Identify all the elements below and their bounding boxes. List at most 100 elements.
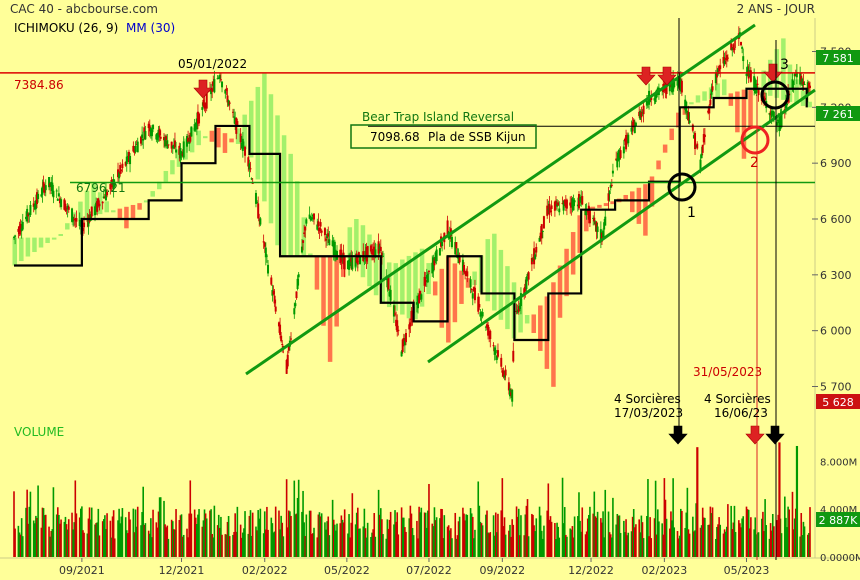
volume-bar [37,485,39,557]
candle-body [118,172,121,179]
volume-bar [405,531,407,557]
arrow-sorcieres-2 [765,425,785,445]
candle-body [219,79,222,81]
candle-body [571,198,574,208]
candle-body [809,85,811,89]
volume-bar [585,531,588,557]
candle-body [259,218,262,225]
cloud-slice [242,114,247,150]
volume-bar [450,528,452,557]
volume-bar [72,529,74,557]
volume-bar [454,512,457,557]
volume-bar [791,491,794,557]
volume-bar [794,508,797,557]
volume-bar [746,509,749,557]
volume-bar [52,487,55,557]
candle-body [51,182,54,195]
volume-bar [320,513,323,557]
candle-body [534,254,537,259]
volume-bar [244,511,246,557]
volume-bar [224,534,227,557]
volume-bar [503,517,506,557]
x-tick-label: 09/2022 [479,564,525,577]
candle-body [441,241,444,247]
y-tick-label: 6 300 [820,269,852,282]
candle-body [549,210,552,212]
volume-bar [86,533,89,557]
candle-body [188,141,191,144]
volume-bar [753,529,755,557]
volume-bar [418,506,420,557]
volume-bar [120,516,123,557]
volume-bar [478,505,481,557]
circle-2 [740,125,770,155]
cloud-slice [485,239,491,302]
volume-bar [785,517,787,557]
candle-body [473,287,476,301]
volume-bar [128,511,130,557]
candle-body [55,190,58,192]
cloud-slice [649,176,655,207]
volume-bar [272,532,275,557]
volume-bar [723,529,726,557]
candle-body [251,182,254,184]
x-tick-label: 12/2021 [159,564,205,577]
volume-bar [75,513,78,557]
candle-body [504,369,507,376]
candle-body [415,302,418,305]
cloud-slice [189,127,195,153]
volume-bar [474,529,476,557]
candle-body [211,88,214,92]
volume-bar [188,513,190,557]
volume-bar [280,515,282,557]
candle-body [234,117,237,125]
volume-bar [328,535,331,557]
channel-upper-line [245,23,756,376]
candle-body [763,96,766,100]
candle-body [512,350,515,362]
volume-bar [807,534,809,557]
cloud-slice [393,263,399,311]
candle-body [236,121,239,127]
volume-bar [288,510,290,557]
candle-body [147,123,150,129]
candle-body [654,95,657,103]
volume-bar [187,537,189,557]
volume-bar [447,525,450,557]
volume-bar [296,497,299,557]
volume-bar [243,528,245,557]
cloud-slice [111,210,116,213]
volume-bar [94,524,96,557]
candle-body [213,79,216,93]
candle-body [617,150,620,161]
volume-bar [205,518,208,557]
candle-body [516,309,519,313]
volume-bar [358,528,360,557]
cloud-slice [78,201,83,221]
candle-body [400,351,403,357]
candle-body [424,279,427,283]
volume-bar [573,516,576,557]
volume-bar [462,507,464,557]
candle-body [125,156,128,165]
volume-bar [519,535,521,557]
volume-bar [312,533,314,557]
candle-body [305,219,308,224]
volume-bar [119,523,122,557]
candle-body [526,273,529,277]
level-label-6796: 6796.21 [76,181,126,195]
candle-body [193,124,196,131]
channel-lower-line [427,88,816,364]
volume-bar [748,528,751,557]
candle-body [540,224,543,239]
cloud-slice [590,206,596,210]
volume-bar [349,537,351,557]
volume-bar [572,537,575,557]
candle-body [33,204,36,210]
volume-bar [702,517,705,557]
volume-bar [770,530,773,557]
cloud-slice [518,298,523,333]
volume-bar [493,535,496,557]
candle-body [40,194,43,197]
candle-body [692,135,695,139]
